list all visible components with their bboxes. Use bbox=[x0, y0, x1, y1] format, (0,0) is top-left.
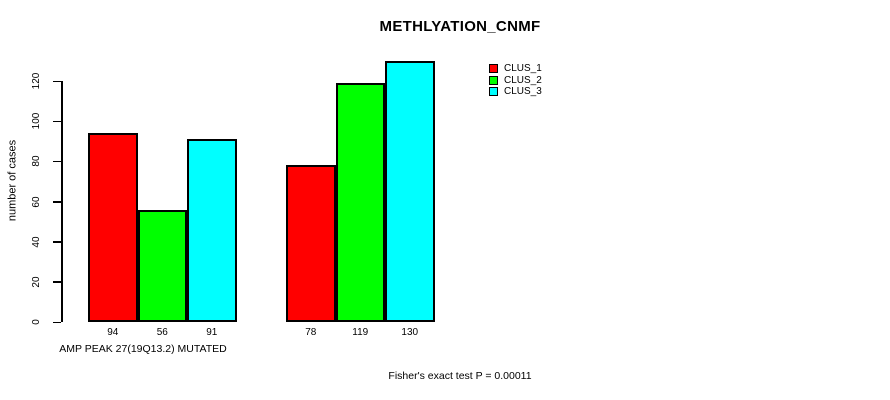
y-axis-tick-label: 80 bbox=[31, 155, 42, 167]
bar-value-label: 130 bbox=[401, 327, 419, 338]
bar-clus_1-group2 bbox=[286, 165, 336, 322]
bar-clus_1-group1 bbox=[88, 133, 138, 322]
bar-value-label: 91 bbox=[206, 327, 218, 338]
y-axis-tick bbox=[53, 201, 61, 203]
legend-label: CLUS_2 bbox=[504, 74, 542, 86]
y-axis-tick bbox=[53, 321, 61, 323]
x-group-label: AMP PEAK 27(19Q13.2) MUTATED bbox=[59, 343, 227, 355]
bar-value-label: 119 bbox=[352, 327, 369, 338]
y-axis-tick bbox=[53, 160, 61, 163]
chart-title: METHLYATION_CNMF bbox=[379, 18, 541, 35]
bar-clus_2-group1 bbox=[137, 209, 187, 322]
y-axis-tick bbox=[53, 80, 61, 82]
y-axis-tick bbox=[53, 241, 61, 243]
y-axis-tick-label: 100 bbox=[31, 112, 42, 130]
y-axis-tick-label: 40 bbox=[31, 236, 42, 248]
legend-swatch-icon bbox=[489, 64, 498, 74]
legend-swatch-icon bbox=[489, 87, 498, 97]
fisher-test-annotation: Fisher's exact test P = 0.00011 bbox=[388, 370, 532, 382]
y-axis-title: number of cases bbox=[6, 139, 19, 222]
bar-value-label: 78 bbox=[305, 327, 317, 338]
legend: CLUS_1 CLUS_2 CLUS_3 bbox=[489, 63, 542, 98]
bar-clus_2-group2 bbox=[335, 83, 385, 322]
y-axis-tick bbox=[53, 120, 61, 123]
bar-clus_3-group1 bbox=[187, 139, 237, 322]
y-axis-tick-label: 120 bbox=[31, 72, 42, 90]
y-axis-tick bbox=[53, 281, 61, 283]
legend-item-clus_3: CLUS_3 bbox=[489, 86, 542, 98]
y-axis-tick-label: 20 bbox=[31, 276, 42, 288]
legend-item-clus_1: CLUS_1 bbox=[489, 63, 542, 75]
bar-clus_3-group2 bbox=[385, 60, 435, 322]
legend-label: CLUS_1 bbox=[504, 63, 542, 75]
legend-label: CLUS_3 bbox=[504, 86, 542, 98]
y-axis-tick-label: 60 bbox=[31, 195, 42, 208]
bar-value-label: 94 bbox=[107, 327, 119, 338]
y-axis-tick-label: 0 bbox=[31, 319, 42, 325]
y-axis-line bbox=[61, 81, 63, 322]
bar-value-label: 56 bbox=[156, 327, 168, 338]
legend-item-clus_2: CLUS_2 bbox=[489, 75, 542, 87]
legend-swatch-icon bbox=[489, 75, 498, 85]
